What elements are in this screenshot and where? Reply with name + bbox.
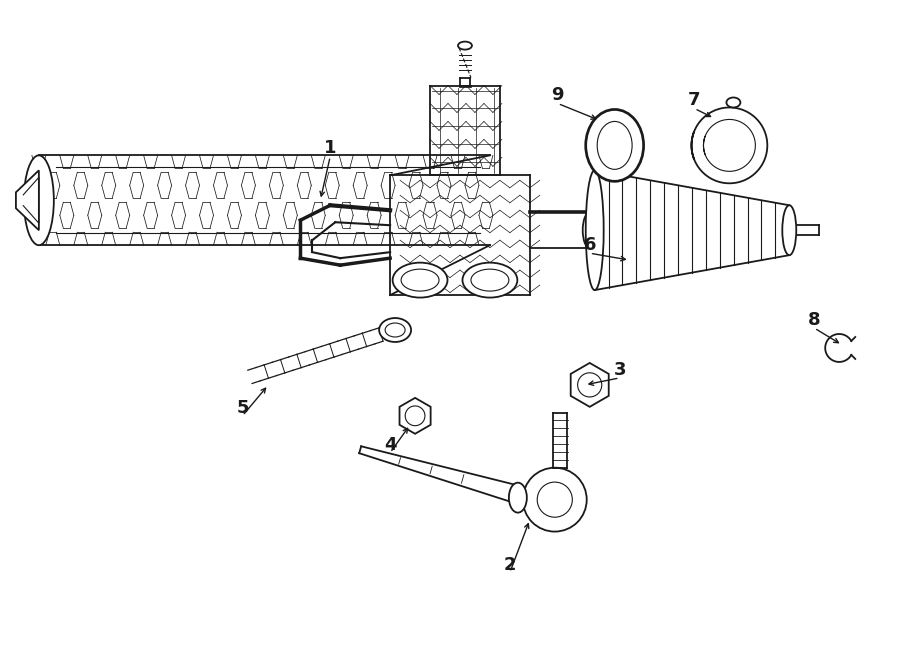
- Ellipse shape: [24, 155, 54, 245]
- Text: 2: 2: [504, 555, 516, 574]
- Ellipse shape: [392, 262, 447, 297]
- Ellipse shape: [598, 122, 632, 169]
- Ellipse shape: [471, 269, 508, 291]
- Ellipse shape: [401, 269, 439, 291]
- Text: 6: 6: [583, 236, 596, 254]
- Polygon shape: [400, 398, 430, 434]
- Text: 4: 4: [384, 436, 396, 453]
- Circle shape: [537, 482, 572, 517]
- Circle shape: [405, 406, 425, 426]
- Text: 9: 9: [552, 87, 564, 104]
- Ellipse shape: [586, 171, 604, 290]
- Text: 7: 7: [688, 91, 701, 110]
- Ellipse shape: [782, 206, 796, 255]
- Text: 3: 3: [614, 361, 626, 379]
- Circle shape: [523, 468, 587, 531]
- Ellipse shape: [582, 212, 597, 248]
- Polygon shape: [571, 363, 608, 407]
- Text: 1: 1: [324, 139, 337, 157]
- Ellipse shape: [726, 97, 741, 108]
- Ellipse shape: [379, 318, 411, 342]
- Circle shape: [578, 373, 602, 397]
- Ellipse shape: [463, 262, 518, 297]
- Ellipse shape: [586, 110, 643, 181]
- Polygon shape: [16, 171, 39, 230]
- Text: 5: 5: [236, 399, 248, 417]
- Ellipse shape: [458, 42, 472, 50]
- Ellipse shape: [508, 483, 526, 513]
- Text: 8: 8: [808, 311, 821, 329]
- Ellipse shape: [385, 323, 405, 337]
